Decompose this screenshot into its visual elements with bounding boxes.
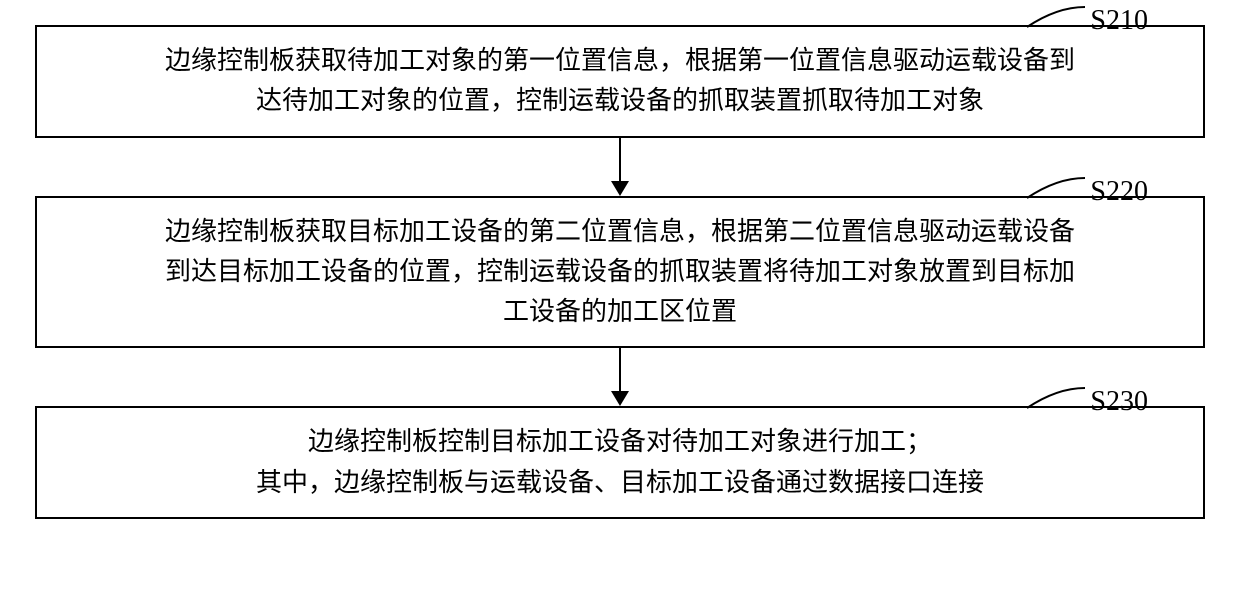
step-text-s230: 边缘控制板控制目标加工设备对待加工对象进行加工； 其中，边缘控制板与运载设备、目… bbox=[57, 422, 1183, 503]
flow-step-s220: S220 边缘控制板获取目标加工设备的第二位置信息，根据第二位置信息驱动运载设备… bbox=[35, 196, 1205, 349]
flowchart-container: S210 边缘控制板获取待加工对象的第一位置信息，根据第一位置信息驱动运载设备到… bbox=[35, 25, 1205, 519]
leader-line-s210 bbox=[37, 0, 1207, 29]
arrow-down-icon bbox=[611, 181, 629, 196]
connector-1-2 bbox=[35, 138, 1205, 196]
connector-2-3 bbox=[35, 348, 1205, 406]
step-text-s210: 边缘控制板获取待加工对象的第一位置信息，根据第一位置信息驱动运载设备到 达待加工… bbox=[57, 41, 1183, 122]
step-label-s220: S220 bbox=[1090, 170, 1148, 213]
step-label-s230: S230 bbox=[1090, 380, 1148, 423]
flow-step-s210: S210 边缘控制板获取待加工对象的第一位置信息，根据第一位置信息驱动运载设备到… bbox=[35, 25, 1205, 138]
step-label-s210: S210 bbox=[1090, 0, 1148, 42]
step-text-s220: 边缘控制板获取目标加工设备的第二位置信息，根据第二位置信息驱动运载设备 到达目标… bbox=[57, 212, 1183, 333]
arrow-down-icon bbox=[611, 391, 629, 406]
connector-line bbox=[619, 138, 621, 181]
flow-step-s230: S230 边缘控制板控制目标加工设备对待加工对象进行加工； 其中，边缘控制板与运… bbox=[35, 406, 1205, 519]
connector-line bbox=[619, 348, 621, 391]
